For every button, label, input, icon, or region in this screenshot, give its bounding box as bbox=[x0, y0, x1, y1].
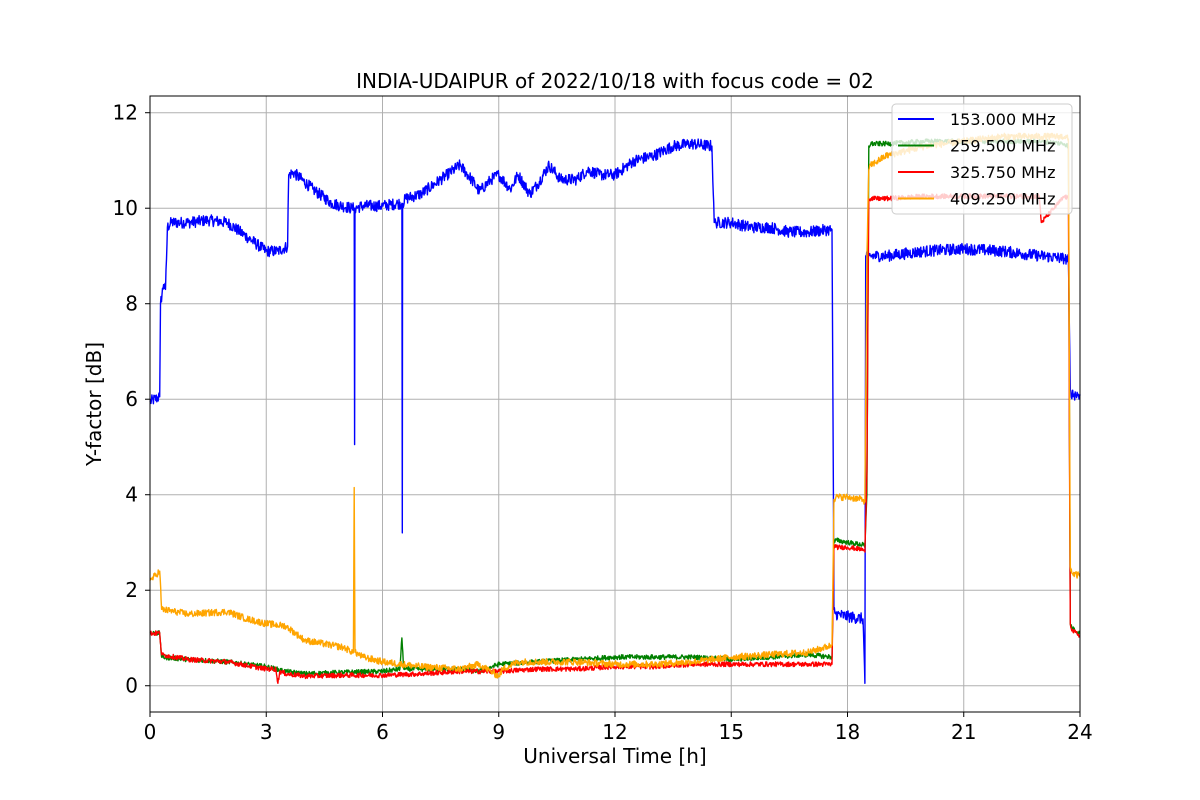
y-tick-label: 8 bbox=[125, 292, 138, 316]
x-tick-label: 18 bbox=[835, 720, 860, 744]
x-tick-label: 3 bbox=[260, 720, 273, 744]
y-tick-label: 4 bbox=[125, 483, 138, 507]
legend-label: 325.750 MHz bbox=[950, 163, 1055, 182]
y-tick-label: 0 bbox=[125, 674, 138, 698]
y-axis-label: Y-factor [dB] bbox=[82, 342, 106, 467]
y-tick-label: 2 bbox=[125, 578, 138, 602]
x-tick-label: 21 bbox=[951, 720, 976, 744]
x-tick-label: 24 bbox=[1067, 720, 1092, 744]
x-axis-label: Universal Time [h] bbox=[523, 744, 706, 768]
chart-title: INDIA-UDAIPUR of 2022/10/18 with focus c… bbox=[356, 69, 874, 93]
x-tick-label: 9 bbox=[492, 720, 505, 744]
x-tick-label: 0 bbox=[144, 720, 157, 744]
legend-label: 259.500 MHz bbox=[950, 137, 1055, 156]
y-tick-label: 10 bbox=[113, 196, 138, 220]
y-tick-label: 6 bbox=[125, 387, 138, 411]
y-tick-label: 12 bbox=[113, 101, 138, 125]
x-tick-label: 12 bbox=[602, 720, 627, 744]
x-tick-label: 15 bbox=[719, 720, 744, 744]
x-tick-label: 6 bbox=[376, 720, 389, 744]
series-line-1 bbox=[149, 138, 1081, 684]
legend: 153.000 MHz 259.500 MHz 325.750 MHz 409.250… bbox=[891, 103, 1073, 215]
legend-label: 153.000 MHz bbox=[950, 110, 1055, 129]
legend-label: 409.250 MHz bbox=[950, 190, 1055, 209]
legend-box bbox=[891, 103, 1073, 215]
